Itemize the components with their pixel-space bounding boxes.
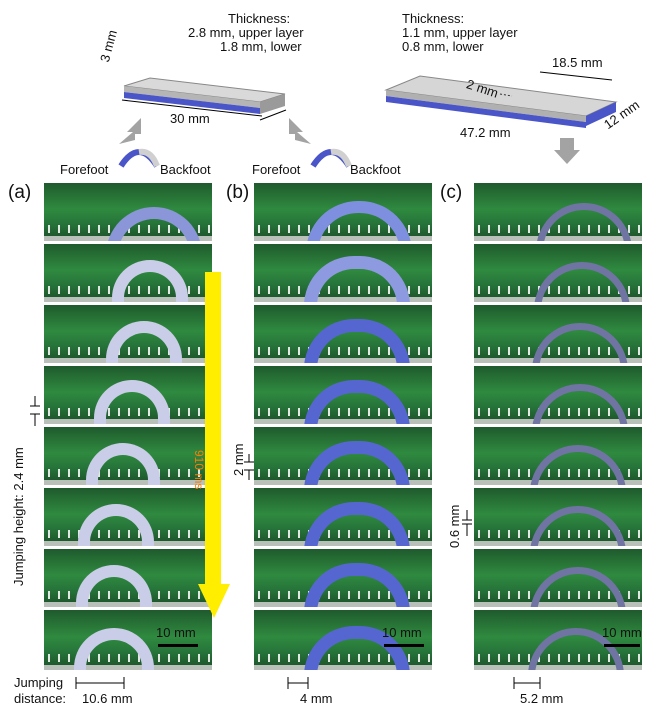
frame-b-4 <box>254 366 432 424</box>
scale-bar-c <box>604 644 640 647</box>
jump-distance-label-1: Jumping <box>14 675 64 690</box>
frame-c-8: 10 mm <box>474 610 642 670</box>
frame-c-2 <box>474 244 642 302</box>
specimen-c-length: 47.2 mm <box>460 125 511 140</box>
frame-a-3 <box>44 305 212 363</box>
gray-arrow-left <box>119 118 141 144</box>
specimen-a-diagram: Thickness: 2.8 mm, upper layer 1.8 mm, l… <box>97 8 310 128</box>
time-arrow <box>198 272 230 618</box>
specimen-a-length: 30 mm <box>170 111 210 126</box>
jump-distance-marker-c <box>513 677 541 689</box>
frame-c-1 <box>474 183 642 241</box>
height-marker-b <box>244 454 254 480</box>
gray-arrow-right <box>554 138 580 164</box>
frame-a-4 <box>44 366 212 424</box>
frame-a-5 <box>44 427 212 485</box>
specimen-a-thickness-title: Thickness: <box>228 11 291 26</box>
backfoot-label-b: Backfoot <box>350 162 401 177</box>
specimen-c-lower: 0.8 mm, lower <box>402 39 484 54</box>
backfoot-label-a: Backfoot <box>160 162 211 177</box>
frame-a-6 <box>44 488 212 546</box>
panel-c-frames: 10 mm <box>474 183 642 670</box>
frame-a-1 <box>44 183 212 241</box>
frame-b-2 <box>254 244 432 302</box>
frame-b-7 <box>254 549 432 607</box>
frame-b-1 <box>254 183 432 241</box>
jump-distance-marker-b <box>287 677 309 689</box>
specimen-a-strip <box>121 77 287 121</box>
jump-distance-label-2: distance: <box>14 691 67 706</box>
time-arrow-label: 910 ms <box>192 450 206 490</box>
frame-c-3 <box>474 305 642 363</box>
scale-label-a: 10 mm <box>156 625 196 640</box>
frame-c-5 <box>474 427 642 485</box>
frame-a-7 <box>44 549 212 607</box>
gray-arrow-middle <box>289 118 311 144</box>
forefoot-label-a: Forefoot <box>60 162 109 177</box>
panel-b-frames: 10 mm <box>254 183 432 670</box>
specimen-c-segment: 18.5 mm <box>552 55 603 70</box>
panel-label-b: (b) <box>226 182 250 203</box>
foot-arch-icon-b <box>310 148 352 168</box>
panel-a-frames: 10 mm <box>44 183 212 670</box>
specimen-c-thickness-title: Thickness: <box>402 11 465 26</box>
specimen-c-strip <box>384 71 618 128</box>
forefoot-label-b: Forefoot <box>252 162 301 177</box>
scale-bar-a <box>158 644 198 647</box>
scale-label-c: 10 mm <box>602 625 642 640</box>
specimen-c-diagram: Thickness: 1.1 mm, upper layer 0.8 mm, l… <box>380 8 642 140</box>
specimen-a-upper: 2.8 mm, upper layer <box>188 25 304 40</box>
frame-b-8: 10 mm <box>254 610 432 670</box>
scale-label-b: 10 mm <box>382 625 422 640</box>
foot-arch-icon-a <box>118 148 160 168</box>
scale-bar-b <box>384 644 424 647</box>
panel-label-c: (c) <box>440 182 463 203</box>
frame-c-4 <box>474 366 642 424</box>
specimen-c-upper: 1.1 mm, upper layer <box>402 25 518 40</box>
frame-c-7 <box>474 549 642 607</box>
frame-a-2 <box>44 244 212 302</box>
height-marker-c <box>462 510 472 536</box>
frame-c-6 <box>474 488 642 546</box>
frame-b-3 <box>254 305 432 363</box>
panel-label-a: (a) <box>8 182 32 203</box>
jump-height-marker <box>30 396 40 426</box>
specimen-a-lower: 1.8 mm, lower <box>220 39 302 54</box>
frame-b-5 <box>254 427 432 485</box>
jump-distance-value-c: 5.2 mm <box>520 691 564 706</box>
frame-a-8: 10 mm <box>44 610 212 670</box>
jump-distance-value-a: 10.6 mm <box>82 691 133 706</box>
jump-distance-value-b: 4 mm <box>300 691 333 706</box>
frame-b-6 <box>254 488 432 546</box>
jump-distance-marker-a <box>75 677 125 689</box>
jump-height-label: Jumping height: 2.4 mm <box>11 447 26 586</box>
